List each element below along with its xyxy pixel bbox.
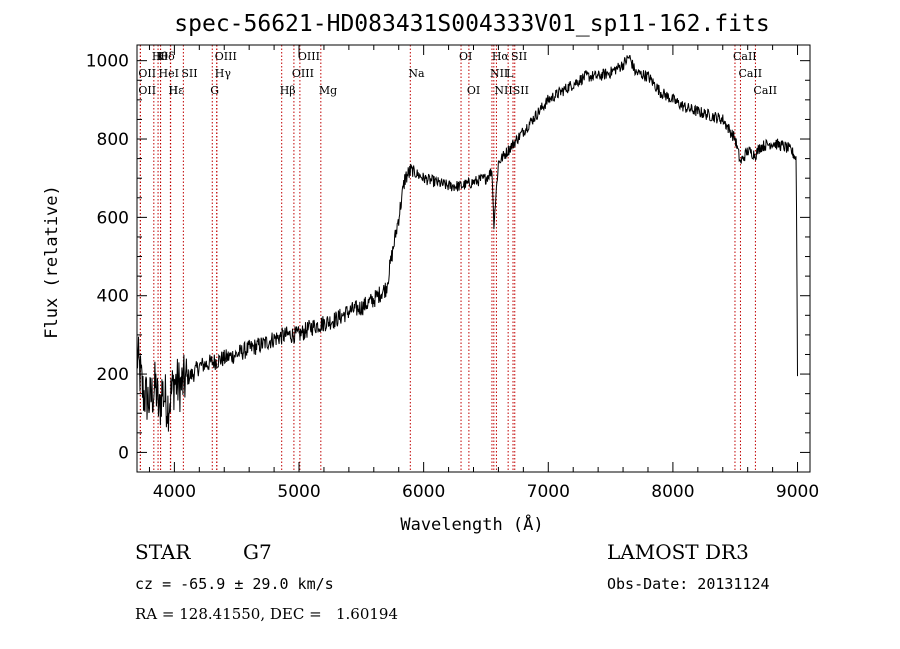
chart-title: spec-56621-HD083431S004333V01_sp11-162.f… [174, 11, 769, 37]
y-tick-label: 1000 [86, 52, 129, 72]
line-marker-label: NII [494, 84, 512, 97]
x-tick-label: 9000 [776, 482, 819, 502]
line-marker-label: Hε [169, 84, 185, 97]
x-tick-label: 7000 [527, 482, 570, 502]
line-marker-label: NII [490, 67, 508, 80]
redshift-cz: cz = -65.9 ± 29.0 km/s [135, 575, 334, 593]
line-marker-label: CaII [733, 50, 757, 63]
y-tick-label: 800 [97, 130, 129, 150]
x-tick-label: 5000 [277, 482, 320, 502]
line-marker-label: SII [181, 67, 197, 80]
line-marker-label: SII [513, 84, 529, 97]
spectrum-line [136, 55, 798, 432]
line-marker-label: OIII [298, 50, 320, 63]
x-axis-label: Wavelength (Å) [400, 513, 543, 535]
line-marker-label: K [156, 50, 165, 63]
line-marker-label: HeI [159, 67, 179, 80]
survey-name: LAMOST DR3 [607, 540, 749, 564]
object-subclass: G7 [243, 540, 272, 564]
x-tick-label: 8000 [651, 482, 694, 502]
y-tick-label: 600 [97, 208, 129, 228]
line-marker-label: CaII [738, 67, 762, 80]
line-marker-label: Hδ [159, 50, 176, 63]
observation-date: Obs-Date: 20131124 [607, 575, 770, 593]
object-class: STAR [135, 540, 191, 564]
y-tick-label: 0 [118, 443, 129, 463]
line-marker-label: Mg [319, 84, 337, 97]
x-tick-label: 4000 [153, 482, 196, 502]
line-marker-label: Hγ [215, 67, 232, 80]
y-tick-label: 200 [97, 365, 129, 385]
line-marker-label: OIII [292, 67, 314, 80]
line-marker-label: Hθ [152, 50, 169, 63]
axis-ticks: 4000 5000 6000 7000 8000 9000 0 200 400 600 800 100… [86, 45, 819, 502]
line-marker-label: OI [459, 50, 472, 63]
y-tick-label: 400 [97, 287, 129, 307]
line-marker-label: OII [138, 84, 156, 97]
line-marker-label: H [168, 84, 178, 97]
line-marker-label: OI [467, 84, 480, 97]
line-marker-label: Na [408, 67, 425, 80]
line-marker-label: OII [138, 67, 156, 80]
coordinates: RA = 128.41550, DEC = 1.60194 [135, 605, 399, 623]
y-axis-label: Flux (relative) [42, 185, 62, 339]
plot-frame [136, 44, 811, 473]
line-marker-label: L [506, 67, 514, 80]
x-tick-label: 6000 [402, 482, 445, 502]
line-marker-label: CaII [753, 84, 777, 97]
line-markers [139, 45, 756, 472]
line-marker-label: SII [511, 50, 527, 63]
line-marker-label: OIII [215, 50, 237, 63]
line-marker-label: Hβ [280, 84, 296, 97]
line-marker-label: G [210, 84, 219, 97]
line-marker-label: Hα [492, 50, 510, 63]
